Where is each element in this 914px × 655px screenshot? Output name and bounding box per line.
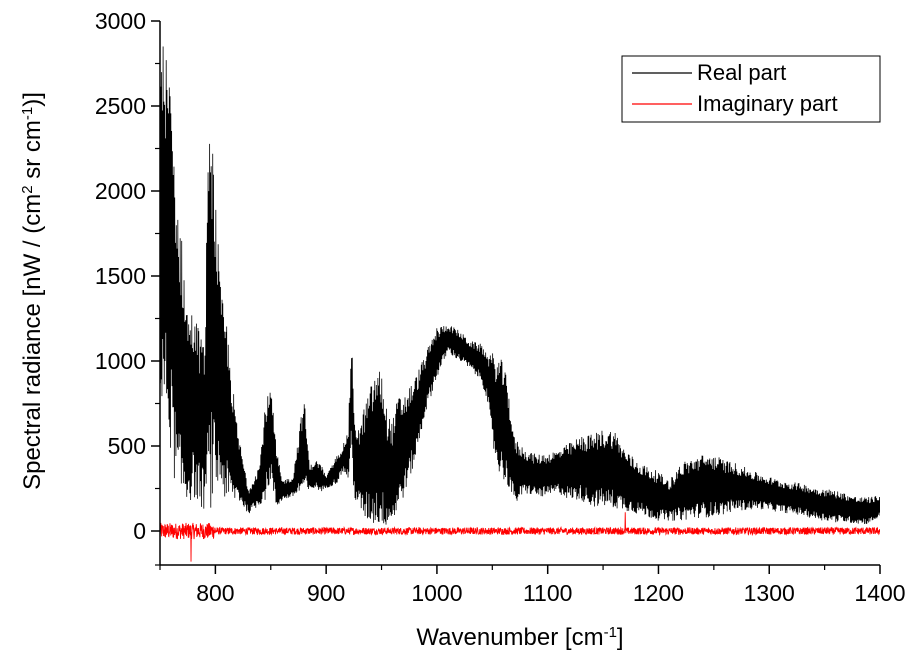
series-line-imaginary (160, 512, 880, 562)
x-tick-label: 1400 (854, 580, 905, 606)
x-tick-label: 1300 (744, 580, 795, 606)
y-tick-label: 1000 (95, 348, 146, 374)
legend-box (621, 55, 881, 123)
legend-label-imaginary: Imaginary part (697, 91, 838, 116)
x-tick-label: 1000 (411, 580, 462, 606)
y-tick-label: 1500 (95, 263, 146, 289)
y-tick-label: 2500 (95, 93, 146, 119)
ticks-layer: 800 900 1000 1100 1200 1300 1400 0 500 1000 1500 20… (95, 8, 906, 606)
x-axis-title: Wavenumber [cm-1] (416, 624, 623, 652)
x-tick-label: 1100 (523, 580, 572, 606)
series-line-real (160, 46, 880, 525)
y-tick-label: 500 (108, 433, 146, 459)
series-layer (160, 46, 880, 562)
legend-label-real: Real part (697, 60, 786, 85)
y-tick-label: 3000 (95, 8, 146, 34)
y-axis-title: Spectral radiance [nW / (cm2 sr cm-1)] (19, 92, 47, 490)
y-tick-label: 2000 (95, 178, 146, 204)
x-tick-label: 900 (307, 580, 345, 606)
legend: Real part Imaginary part (621, 55, 881, 123)
x-tick-label: 1200 (633, 580, 684, 606)
y-tick-label: 0 (133, 518, 146, 544)
x-tick-label: 800 (196, 580, 234, 606)
